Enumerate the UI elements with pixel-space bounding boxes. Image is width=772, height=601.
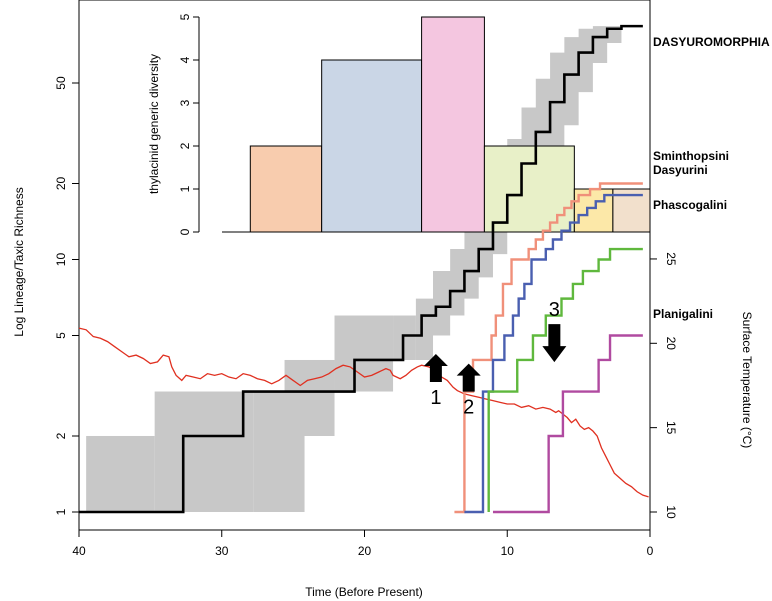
series-planigalini xyxy=(492,334,643,514)
inset-y-tick-label: 3 xyxy=(178,99,192,106)
x-tick-label: 0 xyxy=(647,544,654,558)
y-left-tick-label: 1 xyxy=(54,508,68,515)
inset-bar xyxy=(421,16,485,233)
y-right-tick-label: 10 xyxy=(664,505,678,519)
y-left-axis-title: Log Lineage/Taxic Richness xyxy=(12,187,26,336)
y-left-tick-label: 50 xyxy=(54,76,68,90)
arrow-1-icon xyxy=(423,353,448,382)
clade-label-dasyuromorphia: DASYUROMORPHIA xyxy=(653,35,770,49)
lineage-series xyxy=(79,24,643,514)
y-left-tick-label: 5 xyxy=(54,332,68,339)
x-tick-label: 30 xyxy=(215,544,229,558)
series-sminthopsini xyxy=(454,182,643,514)
x-axis-title: Time (Before Present) xyxy=(305,585,423,599)
temperature-line xyxy=(78,327,649,498)
y-right-tick-label: 15 xyxy=(664,421,678,435)
x-tick-label: 20 xyxy=(358,544,372,558)
arrow-1-label: 1 xyxy=(430,387,441,409)
clade-label-phascogalini: Phascogalini xyxy=(653,198,727,212)
series-dasyurini xyxy=(464,193,643,514)
arrow-3-label: 3 xyxy=(549,299,560,321)
y-left-tick-label: 20 xyxy=(54,176,68,190)
inset-bar xyxy=(321,59,423,233)
inset-y-axis-title: thylacinid generic diversity xyxy=(147,54,161,194)
event-arrows: 1 2 3 xyxy=(423,299,567,419)
inset-y-tick-label: 4 xyxy=(178,56,192,63)
inset-y-tick-label: 0 xyxy=(178,228,192,235)
inset-y-tick-label: 2 xyxy=(178,142,192,149)
inset-y-tick-label: 5 xyxy=(178,13,192,20)
clade-label-planigalini: Planigalini xyxy=(653,307,713,321)
inset-bar xyxy=(483,145,575,233)
y-left-tick-label: 2 xyxy=(54,432,68,439)
y-right-tick-label: 25 xyxy=(664,252,678,266)
arrow-3-icon xyxy=(542,324,567,363)
arrow-2-icon xyxy=(456,363,481,392)
series-phascogalini xyxy=(487,247,643,512)
x-tick-label: 10 xyxy=(501,544,515,558)
clade-label-dasyurini: Dasyurini xyxy=(653,163,708,177)
uncertainty-band-block xyxy=(334,315,365,392)
y-left-tick-label: 10 xyxy=(54,253,68,267)
arrow-2-label: 2 xyxy=(463,397,474,419)
inset-bar xyxy=(249,145,323,233)
x-tick-label: 40 xyxy=(72,544,86,558)
uncertainty-band-block xyxy=(393,315,416,360)
temperature-curve xyxy=(78,327,649,498)
uncertainty-band-block xyxy=(364,315,394,392)
y-right-tick-label: 20 xyxy=(664,337,678,351)
inset-bar-chart: 0 1 2 3 4 5 thylacinid generic diversity xyxy=(147,13,651,235)
uncertainty-band-block xyxy=(154,391,254,512)
uncertainty-band-block xyxy=(86,435,155,512)
clade-label-sminthopsini: Sminthopsini xyxy=(653,149,729,163)
uncertainty-band-block xyxy=(284,359,335,436)
inset-y-tick-label: 1 xyxy=(178,185,192,192)
y-right-axis-title: Surface Temperature (°C) xyxy=(740,312,754,449)
series-dasyuromorphia xyxy=(79,24,643,514)
